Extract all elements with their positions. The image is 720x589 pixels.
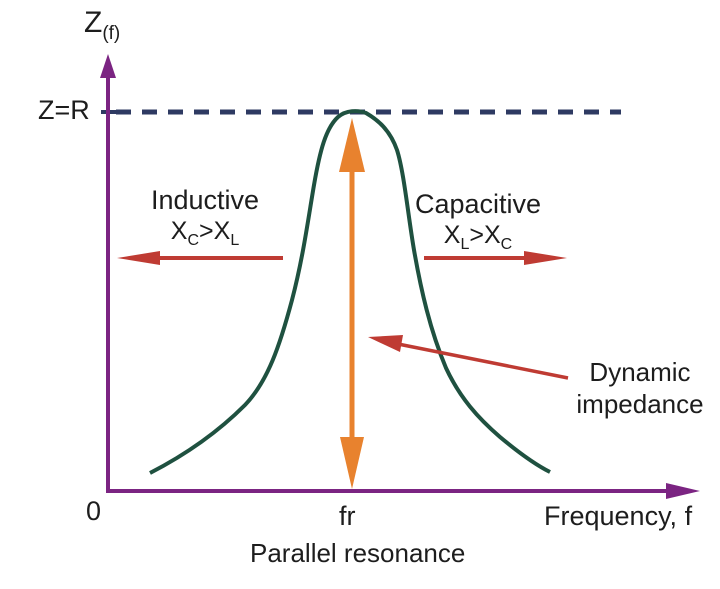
y-axis-label-subscript: (f)	[102, 23, 121, 44]
y-axis-label-main: Z	[84, 6, 103, 39]
formula-part: L	[230, 232, 240, 249]
y-axis-label: Z(f)	[84, 6, 120, 45]
formula-part: >	[199, 217, 214, 245]
origin-label: 0	[86, 496, 102, 526]
formula-part: X	[213, 217, 231, 245]
dynamic-impedance-line1: Dynamic	[589, 357, 691, 387]
z-equals-r-label: Z=R	[38, 95, 90, 125]
x-axis-arrow-head	[666, 483, 700, 499]
formula-part: L	[460, 236, 470, 253]
dynamic-impedance-arrow-down-head	[340, 437, 364, 489]
capacitive-condition-label: XL>XC	[412, 221, 544, 254]
dynamic-impedance-callout-head	[368, 335, 403, 352]
formula-part: C	[187, 232, 200, 249]
formula-part: C	[500, 236, 513, 253]
inductive-region-label: Inductive	[150, 185, 260, 215]
dynamic-impedance-label: Dynamic impedance	[575, 356, 705, 420]
x-axis-label: Frequency, f	[544, 501, 693, 531]
formula-part: >	[469, 221, 484, 249]
formula-part: X	[443, 221, 461, 249]
dynamic-impedance-callout-shaft	[397, 342, 569, 380]
inductive-arrow-head	[117, 251, 160, 265]
diagram-caption: Parallel resonance	[250, 538, 466, 568]
dynamic-impedance-arrow-up-head	[339, 118, 365, 172]
formula-part: X	[483, 221, 501, 249]
capacitive-arrow-head	[524, 251, 567, 265]
inductive-condition-label: XC>XL	[138, 217, 272, 250]
formula-part: X	[170, 217, 188, 245]
resonant-frequency-label: fr	[339, 501, 356, 531]
y-axis-arrow-head	[100, 54, 116, 78]
capacitive-region-label: Capacitive	[414, 189, 542, 219]
dynamic-impedance-line2: impedance	[576, 389, 704, 419]
impedance-curve	[149, 109, 551, 475]
